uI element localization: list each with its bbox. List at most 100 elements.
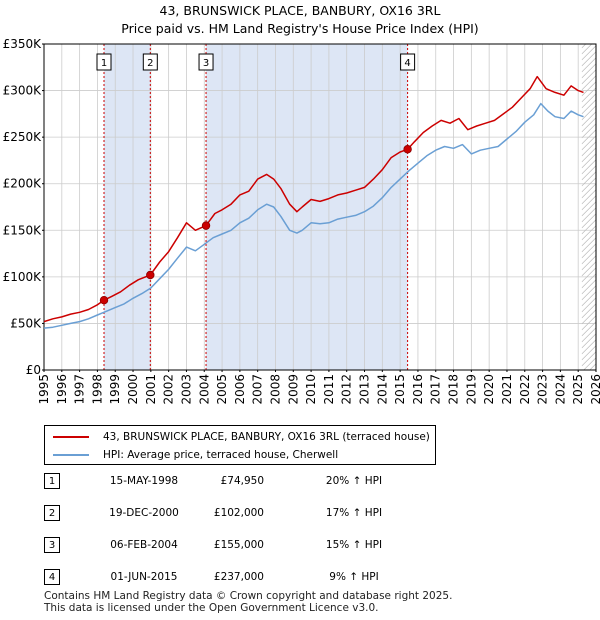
hatch-stroke (581, 285, 596, 301)
hatch-stroke (581, 51, 596, 67)
hatch-stroke (581, 123, 596, 139)
sale-points (99, 145, 412, 305)
hatch-stroke (581, 177, 596, 193)
sale-price: £155,000 (213, 539, 264, 551)
hatch-stroke (581, 165, 596, 181)
sale-row: 3 06-FEB-2004 £155,000 15% ↑ HPI (44, 537, 464, 557)
sale-point (99, 295, 109, 305)
sale-row: 2 19-DEC-2000 £102,000 17% ↑ HPI (44, 505, 464, 525)
sale-marker-number: 4 (404, 58, 410, 69)
x-tick-label: 2012 (340, 374, 354, 405)
x-tick-label: 2003 (179, 374, 193, 405)
x-tick-label: 2008 (268, 374, 282, 405)
hatch-stroke (581, 189, 596, 205)
hatch-stroke (581, 201, 596, 217)
hatch-stroke (581, 225, 596, 241)
x-tick-label: 2019 (464, 374, 478, 405)
future-hatch (581, 44, 596, 370)
hatch-stroke (581, 291, 596, 307)
x-tick-label: 2024 (553, 374, 567, 405)
x-tick-label: 1996 (55, 374, 69, 405)
sale-row: 4 01-JUN-2015 £237,000 9% ↑ HPI (44, 569, 464, 589)
legend: 43, BRUNSWICK PLACE, BANBURY, OX16 3RL (… (44, 425, 436, 465)
y-tick-label: £350K (3, 37, 43, 51)
hatch-stroke (581, 303, 596, 319)
x-tick-label: 1995 (37, 374, 51, 405)
sale-number: 1 (44, 473, 60, 489)
sale-marker-number: 1 (101, 58, 107, 69)
x-tick-label: 2010 (304, 374, 318, 405)
hatch-stroke (581, 273, 596, 289)
sale-marker-box (142, 53, 158, 71)
hatch-stroke (581, 315, 596, 331)
sale-hpi-change: 15% ↑ HPI (325, 539, 383, 551)
sale-hpi-change: 17% ↑ HPI (325, 507, 383, 519)
hatch-stroke (581, 321, 596, 337)
x-tick-label: 2015 (393, 374, 407, 405)
hatch-stroke (581, 135, 596, 151)
footer-licence: This data is licensed under the Open Gov… (44, 602, 379, 614)
x-tick-label: 2004 (197, 374, 211, 405)
hatch-stroke (581, 44, 587, 49)
hatch-stroke (581, 57, 596, 73)
y-tick-label: £100K (3, 270, 43, 284)
sale-price: £102,000 (213, 507, 264, 519)
sale-row: 1 15-MAY-1998 £74,950 20% ↑ HPI (44, 473, 464, 493)
chart-title: 43, BRUNSWICK PLACE, BANBURY, OX16 3RL P… (0, 2, 600, 38)
x-tick-label: 1998 (90, 374, 104, 405)
legend-label-hpi: HPI: Average price, terraced house, Cher… (103, 449, 339, 461)
y-axis-ticks: £0 £50K £100K £150K £200K £250K £300K £350K (3, 37, 44, 377)
y-tick-label: £200K (3, 177, 43, 191)
x-tick-label: 2007 (251, 374, 265, 405)
hatch-stroke (581, 99, 596, 115)
hatch-stroke (581, 111, 596, 127)
series-lines (43, 75, 584, 329)
sale-period-band (104, 44, 151, 370)
x-tick-label: 2000 (126, 374, 140, 405)
y-tick-label: £50K (10, 316, 42, 330)
sale-date: 19-DEC-2000 (109, 507, 179, 519)
footer: Contains HM Land Registry data © Crown c… (44, 590, 452, 614)
hatch-stroke (581, 345, 596, 361)
hatch-stroke (581, 249, 596, 265)
x-tick-label: 2006 (233, 374, 247, 405)
hatch-stroke (581, 45, 596, 61)
chart-title-line2: Price paid vs. HM Land Registry's House … (121, 21, 479, 36)
x-tick-label: 2005 (215, 374, 229, 405)
sale-marker-box (198, 53, 214, 71)
sale-marker-labels: 1 2 3 4 (96, 53, 416, 71)
sale-period-shading (104, 44, 408, 370)
x-axis-ticks: 1995 1996 1997 1998 1999 2000 2001 2002 2003 2004… (37, 370, 600, 405)
hatch-stroke (589, 363, 596, 370)
price-chart: £0 £50K £100K £150K £200K £250K £300K £350K 199… (3, 37, 600, 405)
hatch-stroke (581, 87, 596, 103)
x-tick-label: 2001 (144, 374, 158, 405)
sale-period-band (206, 44, 408, 370)
x-tick-label: 2018 (447, 374, 461, 405)
sale-number: 4 (44, 569, 60, 585)
hatch-stroke (581, 195, 596, 211)
hatch-stroke (581, 327, 596, 343)
hatch-stroke (581, 69, 596, 85)
x-tick-label: 2009 (286, 374, 300, 405)
sale-point (403, 145, 412, 154)
y-tick-label: £300K (3, 84, 43, 98)
y-tick-label: £0 (26, 363, 41, 377)
hatch-stroke (581, 105, 596, 121)
legend-label-property: 43, BRUNSWICK PLACE, BANBURY, OX16 3RL (… (103, 431, 430, 443)
y-tick-label: £250K (3, 130, 43, 144)
legend-item-hpi: HPI: Average price, terraced house, Cher… (53, 447, 338, 463)
sale-price: £74,950 (220, 475, 264, 487)
footer-copyright: Contains HM Land Registry data © Crown c… (44, 590, 453, 602)
sale-date: 06-FEB-2004 (110, 539, 178, 551)
legend-swatch-property (53, 436, 89, 438)
x-tick-label: 2025 (571, 374, 585, 405)
sale-number: 3 (44, 537, 60, 553)
hatch-stroke (581, 339, 596, 355)
hatch-stroke (581, 333, 596, 349)
sale-marker-box (400, 53, 416, 71)
x-tick-label: 2020 (482, 374, 496, 405)
sale-marker-number: 2 (147, 58, 153, 69)
hatch-stroke (581, 351, 596, 367)
series-line-property (43, 75, 584, 323)
